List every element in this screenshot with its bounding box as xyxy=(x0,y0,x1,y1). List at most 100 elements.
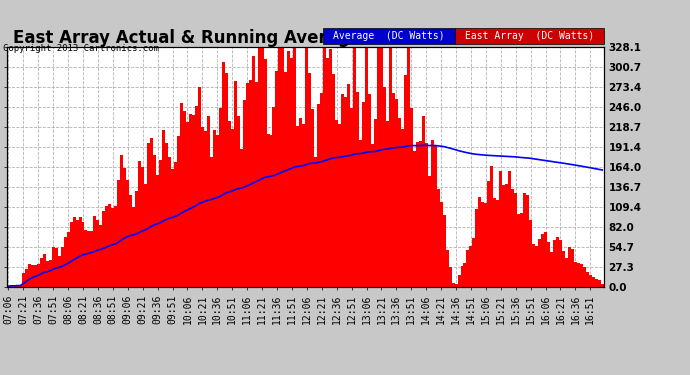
Bar xyxy=(302,124,306,287)
Bar xyxy=(49,260,52,287)
Bar xyxy=(559,240,562,287)
Bar xyxy=(25,269,28,287)
Bar xyxy=(216,135,219,287)
Bar xyxy=(544,232,547,287)
Bar xyxy=(317,104,320,287)
Bar xyxy=(168,157,171,287)
Bar xyxy=(401,129,404,287)
Bar xyxy=(221,63,225,287)
Bar xyxy=(124,168,126,287)
Bar xyxy=(457,275,460,287)
Bar xyxy=(264,59,266,287)
Bar xyxy=(237,116,239,287)
Bar xyxy=(28,264,31,287)
Bar xyxy=(159,160,162,287)
Bar xyxy=(392,93,395,287)
Bar xyxy=(407,47,410,287)
Bar xyxy=(207,116,210,287)
Bar xyxy=(374,120,377,287)
Bar xyxy=(410,108,413,287)
Bar xyxy=(538,239,541,287)
Bar xyxy=(284,72,288,287)
Bar xyxy=(52,246,55,287)
Bar xyxy=(577,262,580,287)
Bar xyxy=(46,261,49,287)
Bar xyxy=(132,207,135,287)
Bar xyxy=(55,248,58,287)
Bar xyxy=(314,157,317,287)
Text: Average  (DC Watts): Average (DC Watts) xyxy=(333,31,444,41)
Bar xyxy=(115,206,117,287)
Bar xyxy=(248,80,252,287)
Bar xyxy=(266,134,270,287)
Bar xyxy=(7,286,10,287)
Bar xyxy=(335,120,338,287)
Bar xyxy=(484,203,487,287)
Bar xyxy=(299,118,302,287)
Bar xyxy=(320,93,323,287)
Bar xyxy=(380,47,383,287)
FancyBboxPatch shape xyxy=(323,28,455,45)
Bar xyxy=(204,131,207,287)
Bar xyxy=(183,111,186,287)
Bar xyxy=(350,108,353,287)
Bar xyxy=(329,49,332,287)
Bar xyxy=(72,217,75,287)
Bar xyxy=(553,240,556,287)
Bar xyxy=(219,108,221,287)
Bar xyxy=(347,84,350,287)
Bar xyxy=(464,263,466,287)
Bar xyxy=(500,171,502,287)
Bar xyxy=(419,141,422,287)
Bar xyxy=(225,73,228,287)
Bar xyxy=(389,47,392,287)
Bar xyxy=(535,246,538,287)
Bar xyxy=(270,135,273,287)
Bar xyxy=(88,231,90,287)
Bar xyxy=(120,154,124,287)
Bar xyxy=(368,93,371,287)
Bar xyxy=(67,232,70,287)
Bar xyxy=(493,198,496,287)
Bar xyxy=(174,162,177,287)
Bar xyxy=(102,210,106,287)
Bar xyxy=(359,140,362,287)
Bar xyxy=(433,146,437,287)
Bar xyxy=(43,254,46,287)
Bar xyxy=(192,115,195,287)
Bar xyxy=(22,273,25,287)
Bar xyxy=(341,94,344,287)
Bar xyxy=(448,267,451,287)
Bar xyxy=(297,126,299,287)
Bar xyxy=(460,266,464,287)
Bar xyxy=(425,143,428,287)
Bar xyxy=(386,122,389,287)
Bar xyxy=(568,246,571,287)
Bar xyxy=(189,114,192,287)
Bar xyxy=(10,285,13,287)
Bar xyxy=(338,124,341,287)
Bar xyxy=(440,202,442,287)
Bar xyxy=(201,128,204,287)
Bar xyxy=(491,166,493,287)
Bar xyxy=(117,180,120,287)
Bar xyxy=(565,258,568,287)
Bar xyxy=(332,74,335,287)
Bar xyxy=(451,283,455,287)
Bar xyxy=(156,175,159,287)
Bar xyxy=(279,47,282,287)
Bar xyxy=(326,58,329,287)
Bar xyxy=(261,47,264,287)
Bar xyxy=(61,247,63,287)
Text: Copyright 2013 Cartronics.com: Copyright 2013 Cartronics.com xyxy=(3,44,159,52)
Bar xyxy=(282,47,284,287)
Bar xyxy=(34,266,37,287)
Bar xyxy=(505,184,509,287)
Bar xyxy=(13,286,16,287)
Bar xyxy=(162,130,165,287)
Bar xyxy=(509,171,511,287)
Bar xyxy=(523,192,526,287)
Bar xyxy=(90,231,93,287)
Bar xyxy=(520,213,523,287)
Bar xyxy=(365,47,368,287)
